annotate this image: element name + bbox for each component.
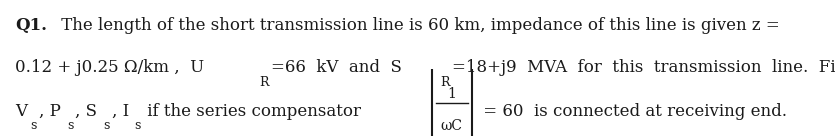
Text: Q1.: Q1. xyxy=(15,17,47,34)
Text: 1: 1 xyxy=(448,87,456,101)
Text: 0.12 + j0.25 Ω/km ,  U: 0.12 + j0.25 Ω/km , U xyxy=(15,59,204,76)
Text: , S: , S xyxy=(75,103,97,120)
Text: = 60  is connected at receiving end.: = 60 is connected at receiving end. xyxy=(478,103,787,120)
Text: if the series compensator: if the series compensator xyxy=(142,103,367,120)
Text: R: R xyxy=(440,76,450,89)
Text: , P: , P xyxy=(38,103,61,120)
Text: s: s xyxy=(134,119,140,132)
Text: s: s xyxy=(31,119,37,132)
Text: R: R xyxy=(259,76,269,89)
Text: s: s xyxy=(104,119,110,132)
Text: V: V xyxy=(15,103,27,120)
Text: s: s xyxy=(67,119,73,132)
Text: =18+j9  MVA  for  this  transmission  line.  Find: =18+j9 MVA for this transmission line. F… xyxy=(453,59,835,76)
Text: , I: , I xyxy=(112,103,129,120)
Text: The length of the short transmission line is 60 km, impedance of this line is gi: The length of the short transmission lin… xyxy=(56,17,780,34)
Text: ωC: ωC xyxy=(441,119,463,133)
Text: =66  kV  and  S: =66 kV and S xyxy=(271,59,402,76)
